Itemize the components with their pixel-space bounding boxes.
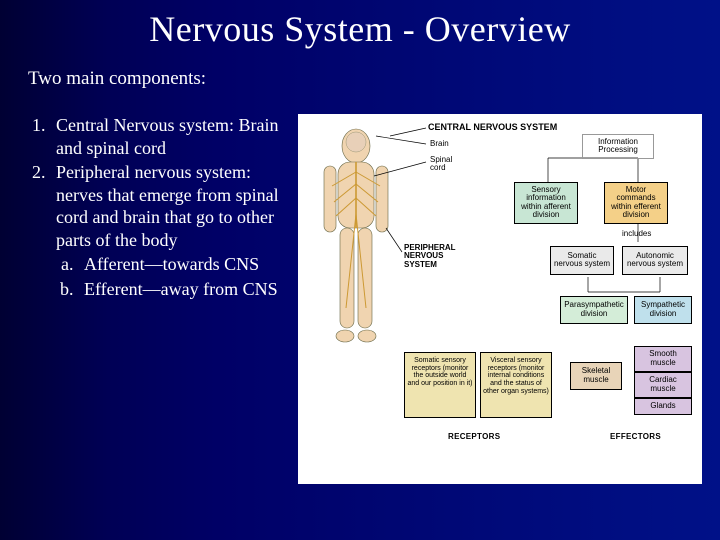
text-column: Central Nervous system: Brain and spinal… xyxy=(0,114,288,484)
item-afferent: Afferent—towards CNS xyxy=(78,253,288,276)
includes-label: includes xyxy=(622,230,651,238)
content-row: Central Nervous system: Brain and spinal… xyxy=(0,90,720,484)
receptors-label: RECEPTORS xyxy=(448,432,500,441)
brain-label: Brain xyxy=(430,140,449,148)
autonomic-box: Autonomic nervous system xyxy=(622,246,688,275)
pns-sublist: Afferent—towards CNS Efferent—away from … xyxy=(56,253,288,300)
subtitle: Two main components: xyxy=(0,50,720,90)
cardiac-muscle-box: Cardiac muscle xyxy=(634,372,692,398)
effectors-label: EFFECTORS xyxy=(610,432,661,441)
item-efferent: Efferent—away from CNS xyxy=(78,278,288,301)
smooth-muscle-box: Smooth muscle xyxy=(634,346,692,372)
spinal-label: Spinal cord xyxy=(430,156,458,173)
parasympathetic-box: Parasympathetic division xyxy=(560,296,628,324)
main-list: Central Nervous system: Brain and spinal… xyxy=(28,114,288,300)
cns-header-label: CENTRAL NERVOUS SYSTEM xyxy=(428,122,557,132)
page-title: Nervous System - Overview xyxy=(0,0,720,50)
diagram-column: CENTRAL NERVOUS SYSTEM Brain Spinal cord… xyxy=(288,114,720,484)
pns-header-label: PERIPHERAL NERVOUS SYSTEM xyxy=(404,244,464,269)
motor-box: Motor commands within efferent division xyxy=(604,182,668,224)
info-processing-box: Information Processing xyxy=(582,134,654,159)
sympathetic-box: Sympathetic division xyxy=(634,296,692,324)
human-figure-icon xyxy=(310,128,402,350)
item-cns: Central Nervous system: Brain and spinal… xyxy=(50,114,288,159)
skeletal-muscle-box: Skeletal muscle xyxy=(570,362,622,390)
visceral-sensory-box: Visceral sensory receptors (monitor inte… xyxy=(480,352,552,418)
nervous-system-diagram: CENTRAL NERVOUS SYSTEM Brain Spinal cord… xyxy=(298,114,702,484)
item-pns-text: Peripheral nervous system: nerves that e… xyxy=(56,162,279,250)
sensory-box: Sensory information within afferent divi… xyxy=(514,182,578,224)
somatic-sensory-box: Somatic sensory receptors (monitor the o… xyxy=(404,352,476,418)
item-pns: Peripheral nervous system: nerves that e… xyxy=(50,161,288,300)
somatic-box: Somatic nervous system xyxy=(550,246,614,275)
glands-box: Glands xyxy=(634,398,692,415)
